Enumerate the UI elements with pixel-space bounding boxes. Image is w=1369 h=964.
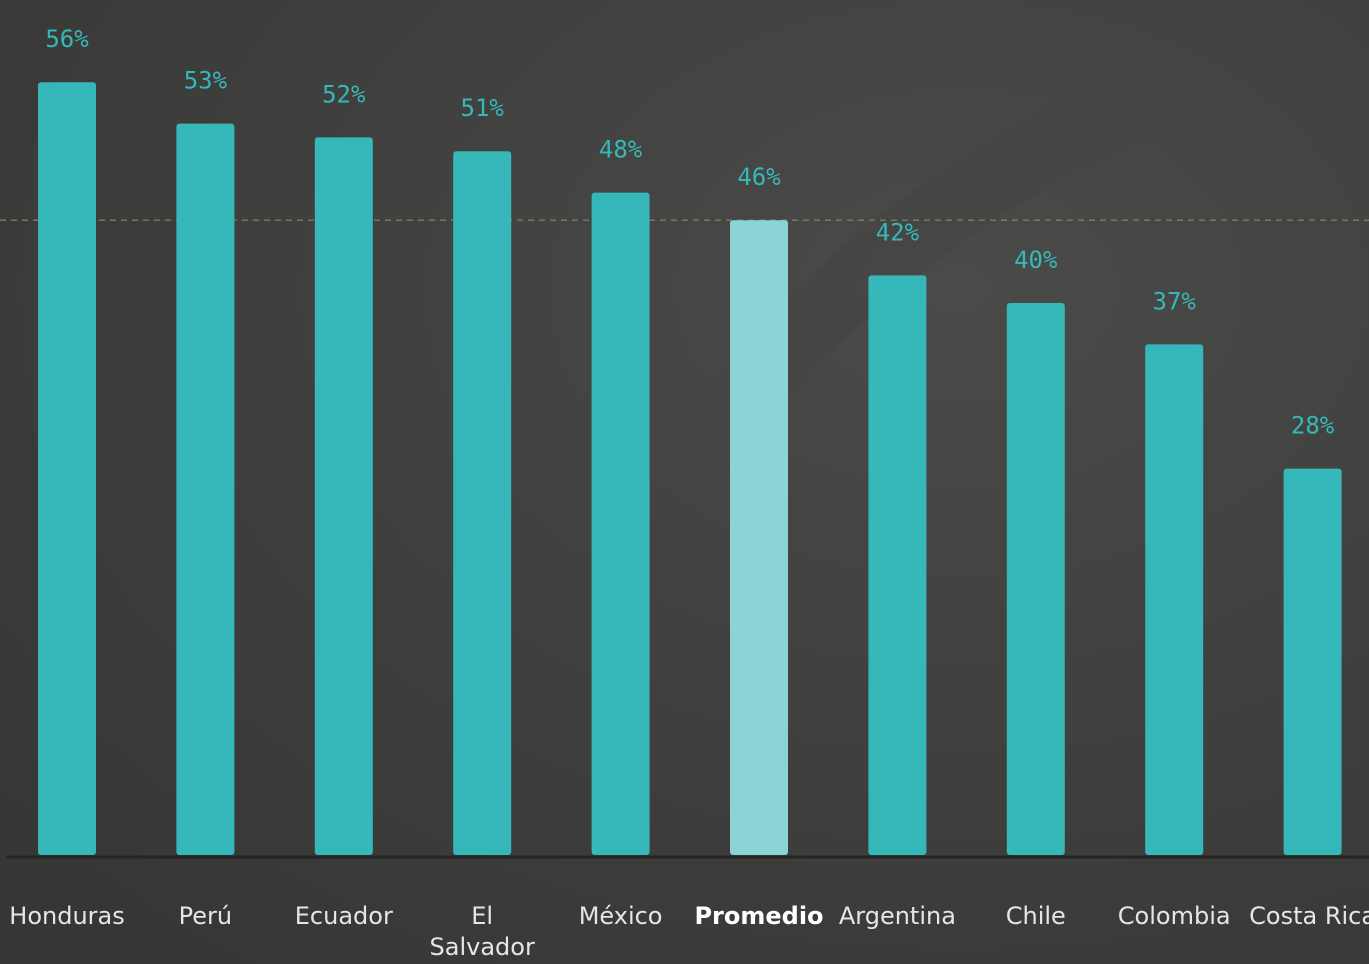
bar (1145, 344, 1204, 855)
bar (38, 82, 96, 855)
x-tick-label: Chile (1006, 902, 1066, 930)
value-label: 56% (45, 25, 89, 53)
value-label: 52% (322, 80, 366, 108)
bar (1283, 468, 1342, 855)
value-label: 46% (737, 163, 781, 191)
value-label: 53% (184, 67, 228, 95)
x-tick-label: Ecuador (295, 902, 393, 930)
value-label: 37% (1153, 287, 1197, 315)
x-tick-label: Promedio (694, 902, 823, 930)
bar (730, 220, 788, 855)
bar (591, 192, 650, 856)
value-label: 48% (599, 136, 643, 164)
bar (314, 137, 373, 855)
x-tick-label: El Salvador (430, 902, 535, 961)
value-label: 28% (1291, 412, 1335, 440)
value-label: 51% (461, 94, 505, 122)
x-tick-label: Argentina (839, 902, 956, 930)
x-tick-label: Costa Rica (1249, 902, 1369, 930)
x-tick-label: Honduras (9, 902, 124, 930)
bar (1006, 303, 1065, 855)
background-shape (621, 25, 1289, 540)
value-label: 42% (876, 218, 920, 246)
bar (453, 151, 512, 855)
bar (868, 275, 927, 855)
bar (176, 123, 235, 856)
x-tick-label: Perú (179, 902, 232, 930)
value-label: 40% (1014, 246, 1058, 274)
x-tick-label: México (579, 902, 663, 930)
x-tick-label: Colombia (1118, 902, 1231, 930)
